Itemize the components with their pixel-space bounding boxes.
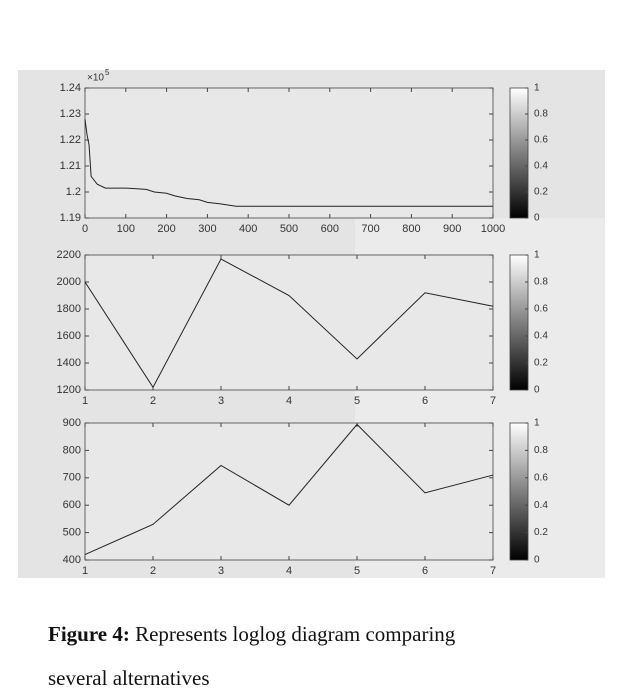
x-tick-label: 6 xyxy=(422,395,428,407)
y-tick-label: 1800 xyxy=(57,303,81,315)
colorbar-tick-label: 0.4 xyxy=(534,331,548,342)
y-tick-label: 600 xyxy=(63,499,81,511)
x-tick-label: 600 xyxy=(321,223,339,235)
y-tick-label: 900 xyxy=(63,417,81,429)
x-tick-label: 3 xyxy=(218,565,224,577)
y-tick-label: 1.24 xyxy=(60,82,81,94)
plot-area xyxy=(85,88,493,218)
caption-label: Figure 4: xyxy=(48,622,130,646)
x-tick-label: 400 xyxy=(239,223,257,235)
y-multiplier-power: 5 xyxy=(105,68,110,77)
colorbar-tick-label: 0.6 xyxy=(534,304,548,315)
colorbar-tick-label: 0.6 xyxy=(534,135,548,146)
colorbar-tick-label: 1 xyxy=(534,83,540,94)
x-tick-label: 800 xyxy=(402,223,420,235)
y-tick-label: 1.19 xyxy=(60,212,81,224)
colorbar-tick-label: 0.4 xyxy=(534,161,548,172)
colorbar-tick-label: 0 xyxy=(534,555,540,566)
colorbar xyxy=(510,88,528,218)
y-tick-label: 800 xyxy=(63,444,81,456)
x-tick-label: 6 xyxy=(422,565,428,577)
colorbar-tick-label: 1 xyxy=(534,250,540,261)
colorbar-tick-label: 0 xyxy=(534,213,540,224)
y-tick-label: 1400 xyxy=(57,357,81,369)
x-tick-label: 4 xyxy=(286,565,292,577)
y-tick-label: 1200 xyxy=(57,384,81,396)
y-tick-label: 2000 xyxy=(57,276,81,288)
x-tick-label: 7 xyxy=(490,565,496,577)
y-tick-label: 1.22 xyxy=(60,134,81,146)
colorbar-tick-label: 0 xyxy=(534,385,540,396)
y-tick-label: 700 xyxy=(63,472,81,484)
x-tick-label: 700 xyxy=(361,223,379,235)
y-tick-label: 2200 xyxy=(57,249,81,261)
y-tick-label: 1.2 xyxy=(66,186,81,198)
y-tick-label: 1.21 xyxy=(60,160,81,172)
x-tick-label: 100 xyxy=(117,223,135,235)
colorbar-tick-label: 1 xyxy=(534,418,540,429)
caption: Figure 4: Represents loglog diagram comp… xyxy=(48,612,468,700)
x-tick-label: 500 xyxy=(280,223,298,235)
y-tick-label: 400 xyxy=(63,554,81,566)
x-tick-label: 1000 xyxy=(481,223,505,235)
colorbar xyxy=(510,423,528,560)
y-tick-label: 1600 xyxy=(57,330,81,342)
colorbar-tick-label: 0.8 xyxy=(534,109,548,120)
x-tick-label: 3 xyxy=(218,395,224,407)
colorbar-tick-label: 0.6 xyxy=(534,472,548,483)
y-tick-label: 500 xyxy=(63,527,81,539)
colorbar xyxy=(510,255,528,390)
x-tick-label: 7 xyxy=(490,395,496,407)
colorbar-tick-label: 0.2 xyxy=(534,358,548,369)
y-multiplier: ×10 xyxy=(87,73,104,84)
x-tick-label: 200 xyxy=(157,223,175,235)
colorbar-tick-label: 0.8 xyxy=(534,445,548,456)
x-tick-label: 5 xyxy=(354,565,360,577)
x-tick-label: 1 xyxy=(82,395,88,407)
plot-area xyxy=(85,255,493,390)
x-tick-label: 300 xyxy=(198,223,216,235)
colorbar-tick-label: 0.2 xyxy=(534,187,548,198)
x-tick-label: 2 xyxy=(150,395,156,407)
x-tick-label: 0 xyxy=(82,223,88,235)
x-tick-label: 1 xyxy=(82,565,88,577)
colorbar-tick-label: 0.8 xyxy=(534,277,548,288)
colorbar-tick-label: 0.4 xyxy=(534,500,548,511)
x-tick-label: 4 xyxy=(286,395,292,407)
x-tick-label: 2 xyxy=(150,565,156,577)
y-tick-label: 1.23 xyxy=(60,108,81,120)
x-tick-label: 5 xyxy=(354,395,360,407)
x-tick-label: 900 xyxy=(443,223,461,235)
colorbar-tick-label: 0.2 xyxy=(534,527,548,538)
